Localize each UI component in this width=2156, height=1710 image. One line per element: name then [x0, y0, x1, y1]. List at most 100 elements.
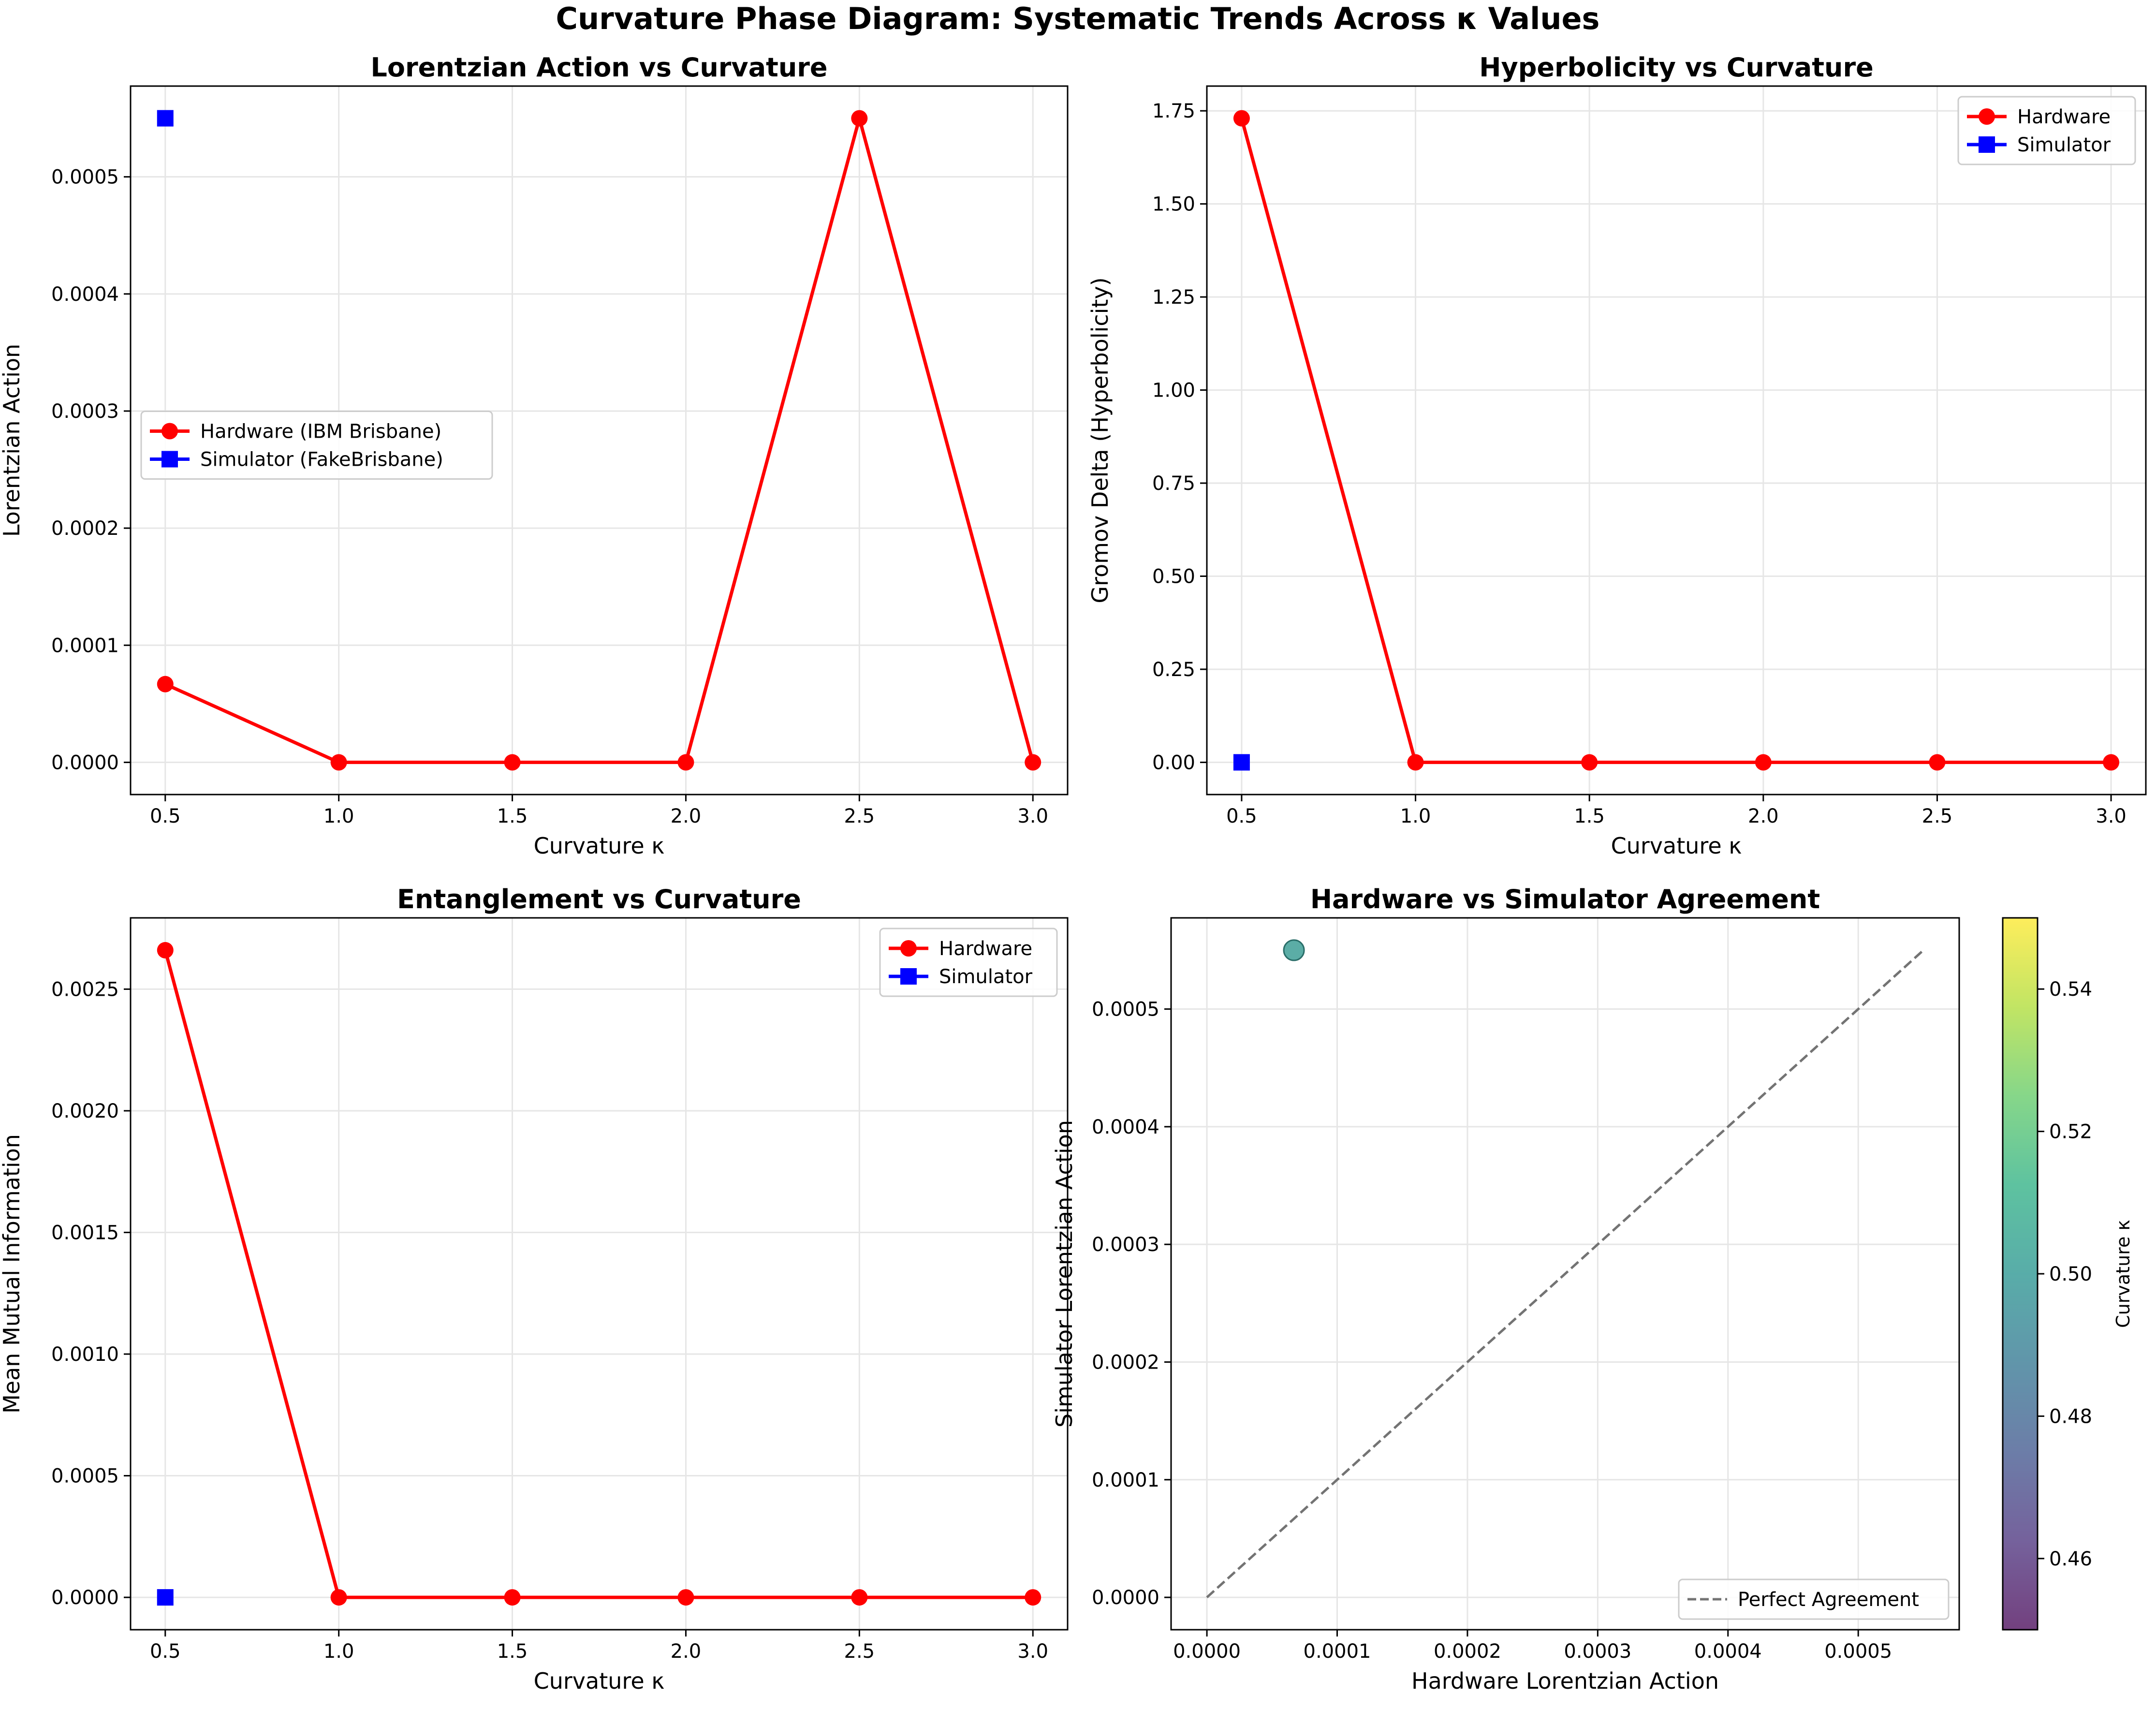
x-tick-label: 1.5	[1574, 805, 1605, 827]
y-tick-label: 0.0001	[51, 634, 119, 657]
x-tick-label: 0.5	[150, 1640, 181, 1663]
data-point	[2103, 754, 2120, 771]
chart-panel-2: 0.5 1.0 1.5 2.0 2.5 3.0 0.00 0.25 0.50 0.75 1.00 1.…	[1087, 52, 2147, 859]
y-tick-label: 0.0004	[51, 283, 119, 306]
legend-box	[140, 411, 493, 480]
x-tick-label: 1.5	[497, 1640, 528, 1663]
data-point	[677, 1589, 694, 1606]
y-tick-label: 1.00	[1152, 380, 1195, 402]
y-tick-label: 0.0005	[51, 166, 119, 189]
x-tick-label: 3.0	[2096, 805, 2127, 827]
axes-frame	[1170, 917, 1960, 1631]
x-tick-label: 0.0005	[1824, 1640, 1892, 1663]
legend-swatch-marker	[900, 968, 917, 985]
x-tick-label: 1.0	[1400, 805, 1431, 827]
data-point	[1407, 754, 1424, 771]
y-tick-label: 0.0004	[1092, 1116, 1159, 1138]
x-tick-label: 3.0	[1017, 1640, 1048, 1663]
legend-item: Hardware	[889, 938, 1032, 960]
legend-label: Hardware	[939, 938, 1032, 960]
axes-frame	[1206, 85, 2147, 796]
colorbar-tick-label: 0.50	[2049, 1263, 2092, 1285]
data-point	[1581, 754, 1598, 771]
legend-swatch-marker	[1979, 108, 1995, 125]
x-tick-label: 0.0002	[1434, 1640, 1501, 1663]
legend-item: Perfect Agreement	[1687, 1589, 1919, 1611]
legend-label: Simulator	[939, 966, 1033, 988]
legend-swatch-marker	[1979, 136, 1995, 153]
x-axis-label: Curvature κ	[534, 1668, 665, 1694]
x-tick-label: 2.5	[1922, 805, 1953, 827]
data-point	[1233, 110, 1250, 127]
data-point	[330, 1589, 347, 1606]
y-tick-label: 0.0002	[1092, 1351, 1159, 1373]
x-tick-label: 0.5	[1226, 805, 1257, 827]
data-point	[330, 754, 347, 771]
legend-label: Simulator	[2017, 134, 2111, 156]
y-tick-label: 0.0025	[51, 978, 119, 1001]
legend: Hardware Simulator	[1957, 96, 2136, 165]
x-tick-label: 2.0	[1748, 805, 1779, 827]
plot-area	[1206, 939, 1924, 1598]
legend-swatch-marker	[900, 940, 917, 957]
y-tick-label: 0.0000	[51, 1587, 119, 1609]
axes-frame	[130, 85, 1069, 796]
plot-area	[157, 942, 1041, 1606]
legend-label: Hardware (IBM Brisbane)	[200, 421, 441, 443]
data-point	[157, 942, 174, 958]
data-point	[1025, 1589, 1041, 1606]
chart-title: Entanglement vs Curvature	[397, 884, 801, 914]
x-tick-label: 0.0001	[1304, 1640, 1371, 1663]
legend-box	[879, 928, 1058, 997]
y-tick-label: 0.0000	[1092, 1587, 1159, 1609]
colorbar-gradient	[2003, 918, 2038, 1630]
y-tick-label: 0.50	[1152, 565, 1195, 588]
data-point	[1025, 754, 1041, 771]
x-axis-label: Curvature κ	[534, 833, 665, 859]
chart-panel-3: 0.5 1.0 1.5 2.0 2.5 3.0 0.0000 0.0005 0.0010 0.00…	[0, 884, 1069, 1694]
legend-box	[1678, 1578, 1950, 1620]
data-point	[851, 1589, 868, 1606]
colorbar-tick-label: 0.48	[2049, 1405, 2092, 1428]
data-point	[157, 676, 174, 693]
x-tick-label: 1.5	[497, 805, 528, 827]
y-tick-label: 0.0001	[1092, 1469, 1159, 1491]
series-line	[1240, 118, 2112, 764]
series-line	[163, 950, 1033, 1599]
data-point	[1755, 754, 1772, 771]
legend-item: Simulator (FakeBrisbane)	[150, 449, 443, 471]
legend-item: Simulator	[889, 966, 1033, 988]
chart-title: Hardware vs Simulator Agreement	[1310, 884, 1820, 914]
y-axis-label: Simulator Lorentzian Action	[1051, 1120, 1077, 1428]
chart-panel-1: 0.5 1.0 1.5 2.0 2.5 3.0 0.0000 0.0001 0.0002 0.00…	[0, 52, 1069, 859]
legend-swatch-marker	[161, 451, 178, 468]
chart-panel-4: 0.0000 0.0001 0.0002 0.0003 0.0004 0.0005 0.00…	[1051, 884, 2134, 1694]
x-axis-label: Curvature κ	[1611, 833, 1742, 859]
x-tick-label: 1.0	[323, 1640, 354, 1663]
x-tick-label: 1.0	[323, 805, 354, 827]
x-tick-label: 2.5	[844, 1640, 875, 1663]
data-point	[157, 110, 174, 127]
legend: Hardware (IBM Brisbane) Simulator (FakeBr…	[140, 411, 493, 480]
data-point	[504, 1589, 521, 1606]
x-tick-label: 0.0003	[1564, 1640, 1631, 1663]
legend-label: Hardware	[2017, 106, 2111, 128]
data-point	[504, 754, 521, 771]
legend-item: Hardware	[1967, 106, 2111, 128]
y-tick-label: 0.0010	[51, 1343, 119, 1366]
legend-box	[1957, 96, 2136, 165]
data-point	[1233, 754, 1250, 771]
x-tick-label: 2.0	[671, 805, 702, 827]
y-tick-label: 0.0005	[51, 1465, 119, 1488]
legend-label: Simulator (FakeBrisbane)	[200, 449, 443, 471]
series-line	[164, 112, 1035, 764]
y-tick-label: 1.50	[1152, 193, 1195, 216]
legend: Perfect Agreement	[1678, 1578, 1950, 1620]
legend-item: Simulator	[1967, 134, 2111, 156]
data-point	[677, 754, 694, 771]
y-tick-label: 0.0005	[1092, 999, 1159, 1021]
y-tick-label: 0.00	[1152, 752, 1195, 774]
chart-title: Hyperbolicity vs Curvature	[1479, 52, 1873, 83]
perfect-agreement-line	[1206, 949, 1924, 1598]
